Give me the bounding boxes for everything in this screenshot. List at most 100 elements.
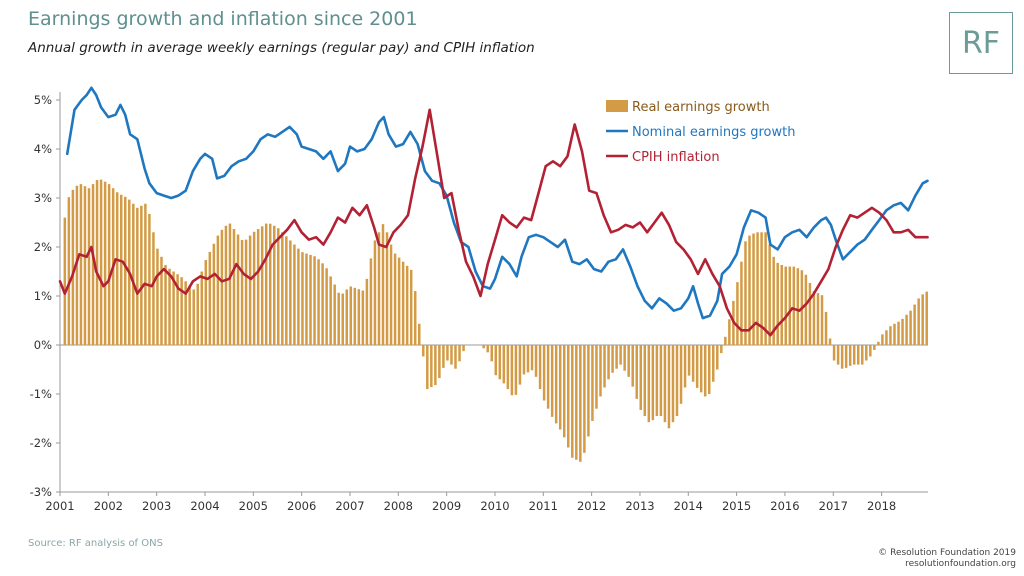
real-earnings-bar: [562, 345, 566, 438]
real-earnings-bar: [881, 334, 884, 345]
real-earnings-bar: [699, 345, 703, 393]
y-tick-label: 4%: [34, 142, 52, 156]
real-earnings-bar: [848, 345, 852, 366]
x-tick-label: 2013: [625, 499, 654, 513]
real-earnings-bar: [409, 269, 413, 345]
real-earnings-bar: [268, 223, 272, 345]
real-earnings-bar: [309, 254, 312, 345]
real-earnings-bar: [281, 232, 284, 345]
real-earnings-bar: [224, 225, 228, 345]
real-earnings-bar: [212, 243, 216, 345]
real-earnings-bar: [905, 314, 908, 345]
real-earnings-bar: [921, 294, 924, 345]
real-earnings-bar: [663, 345, 667, 423]
real-earnings-bar: [168, 268, 171, 345]
y-tick-label: -3%: [30, 485, 52, 499]
real-earnings-bar: [466, 345, 469, 346]
x-tick-label: 2003: [142, 499, 171, 513]
real-earnings-bar: [687, 345, 691, 376]
real-earnings-bar: [744, 241, 747, 345]
real-earnings-bar: [297, 248, 300, 345]
real-earnings-bar: [865, 345, 868, 361]
real-earnings-bar: [462, 345, 465, 352]
y-tick-label: 2%: [34, 240, 52, 254]
real-earnings-bar: [301, 252, 304, 345]
chart-subtitle: Annual growth in average weekly earnings…: [28, 40, 535, 56]
real-earnings-bar: [716, 345, 719, 370]
real-earnings-bar: [228, 223, 232, 345]
real-earnings-bar: [554, 345, 558, 424]
rf-logo: RF: [949, 12, 1013, 74]
real-earnings-bar: [260, 226, 264, 345]
real-earnings-bar: [534, 345, 538, 377]
real-earnings-bar: [115, 192, 119, 345]
real-earnings-bar: [164, 264, 167, 345]
real-earnings-bar: [728, 319, 731, 345]
real-earnings-bar: [836, 345, 840, 365]
real-earnings-bar: [788, 266, 792, 345]
x-tick-label: 2015: [722, 499, 751, 513]
real-earnings-bar: [365, 278, 369, 345]
real-earnings-bar: [95, 180, 99, 345]
real-earnings-bar: [385, 232, 389, 345]
real-earnings-bar: [917, 298, 920, 345]
real-earnings-bar: [877, 341, 880, 345]
real-earnings-bar: [844, 345, 848, 368]
real-earnings-bars: [63, 179, 928, 462]
real-earnings-bar: [264, 223, 268, 345]
real-earnings-bar: [293, 244, 296, 345]
real-earnings-bar: [712, 345, 715, 382]
real-earnings-bar: [502, 345, 506, 384]
real-earnings-bar: [401, 261, 405, 345]
real-earnings-bar: [861, 345, 864, 365]
real-earnings-bar: [196, 283, 199, 345]
real-earnings-bar: [180, 277, 183, 345]
real-earnings-bar: [397, 257, 401, 345]
real-earnings-bar: [639, 345, 643, 410]
real-earnings-bar: [542, 345, 546, 401]
real-earnings-bar: [353, 287, 357, 345]
real-earnings-bar: [852, 345, 856, 365]
real-earnings-bar: [430, 345, 433, 388]
real-earnings-bar: [550, 345, 554, 417]
real-earnings-bar: [405, 265, 409, 345]
legend-nominal-earnings-label: Nominal earnings growth: [632, 125, 795, 140]
real-earnings-bar: [579, 345, 582, 462]
real-earnings-bar: [454, 345, 457, 369]
real-earnings-bar: [808, 282, 812, 345]
real-earnings-bar: [393, 253, 397, 345]
real-earnings-bar: [377, 232, 381, 345]
real-earnings-bar: [514, 345, 518, 395]
real-earnings-bar: [176, 274, 179, 345]
real-earnings-bar: [885, 330, 888, 345]
real-earnings-bar: [232, 229, 236, 345]
real-earnings-bar: [530, 345, 534, 371]
real-earnings-bar: [691, 345, 695, 382]
real-earnings-bar: [659, 345, 663, 417]
real-earnings-bar: [156, 248, 159, 345]
real-earnings-bar: [373, 240, 377, 345]
x-tick-label: 2014: [674, 499, 703, 513]
real-earnings-bar: [317, 259, 320, 345]
real-earnings-bar: [144, 203, 147, 345]
real-earnings-bar: [756, 232, 759, 345]
real-earnings-bar: [305, 253, 308, 345]
real-earnings-bar: [256, 229, 260, 345]
real-earnings-bar: [623, 345, 626, 371]
real-earnings-bar: [772, 256, 775, 345]
real-earnings-bar: [152, 232, 155, 345]
real-earnings-bar: [369, 258, 373, 345]
chart-title: Earnings growth and inflation since 2001: [28, 8, 418, 30]
real-earnings-bar: [506, 345, 510, 390]
series-lines: [58, 86, 929, 337]
x-tick-label: 2005: [239, 499, 268, 513]
real-earnings-bar: [792, 266, 796, 345]
real-earnings-bar: [71, 189, 75, 345]
real-earnings-bar: [683, 345, 687, 388]
real-earnings-bar: [160, 256, 163, 345]
real-earnings-bar: [434, 345, 437, 386]
real-earnings-bar: [595, 345, 598, 409]
real-earnings-bar: [760, 232, 763, 345]
real-earnings-bar: [446, 345, 449, 361]
real-earnings-bar: [442, 345, 445, 368]
